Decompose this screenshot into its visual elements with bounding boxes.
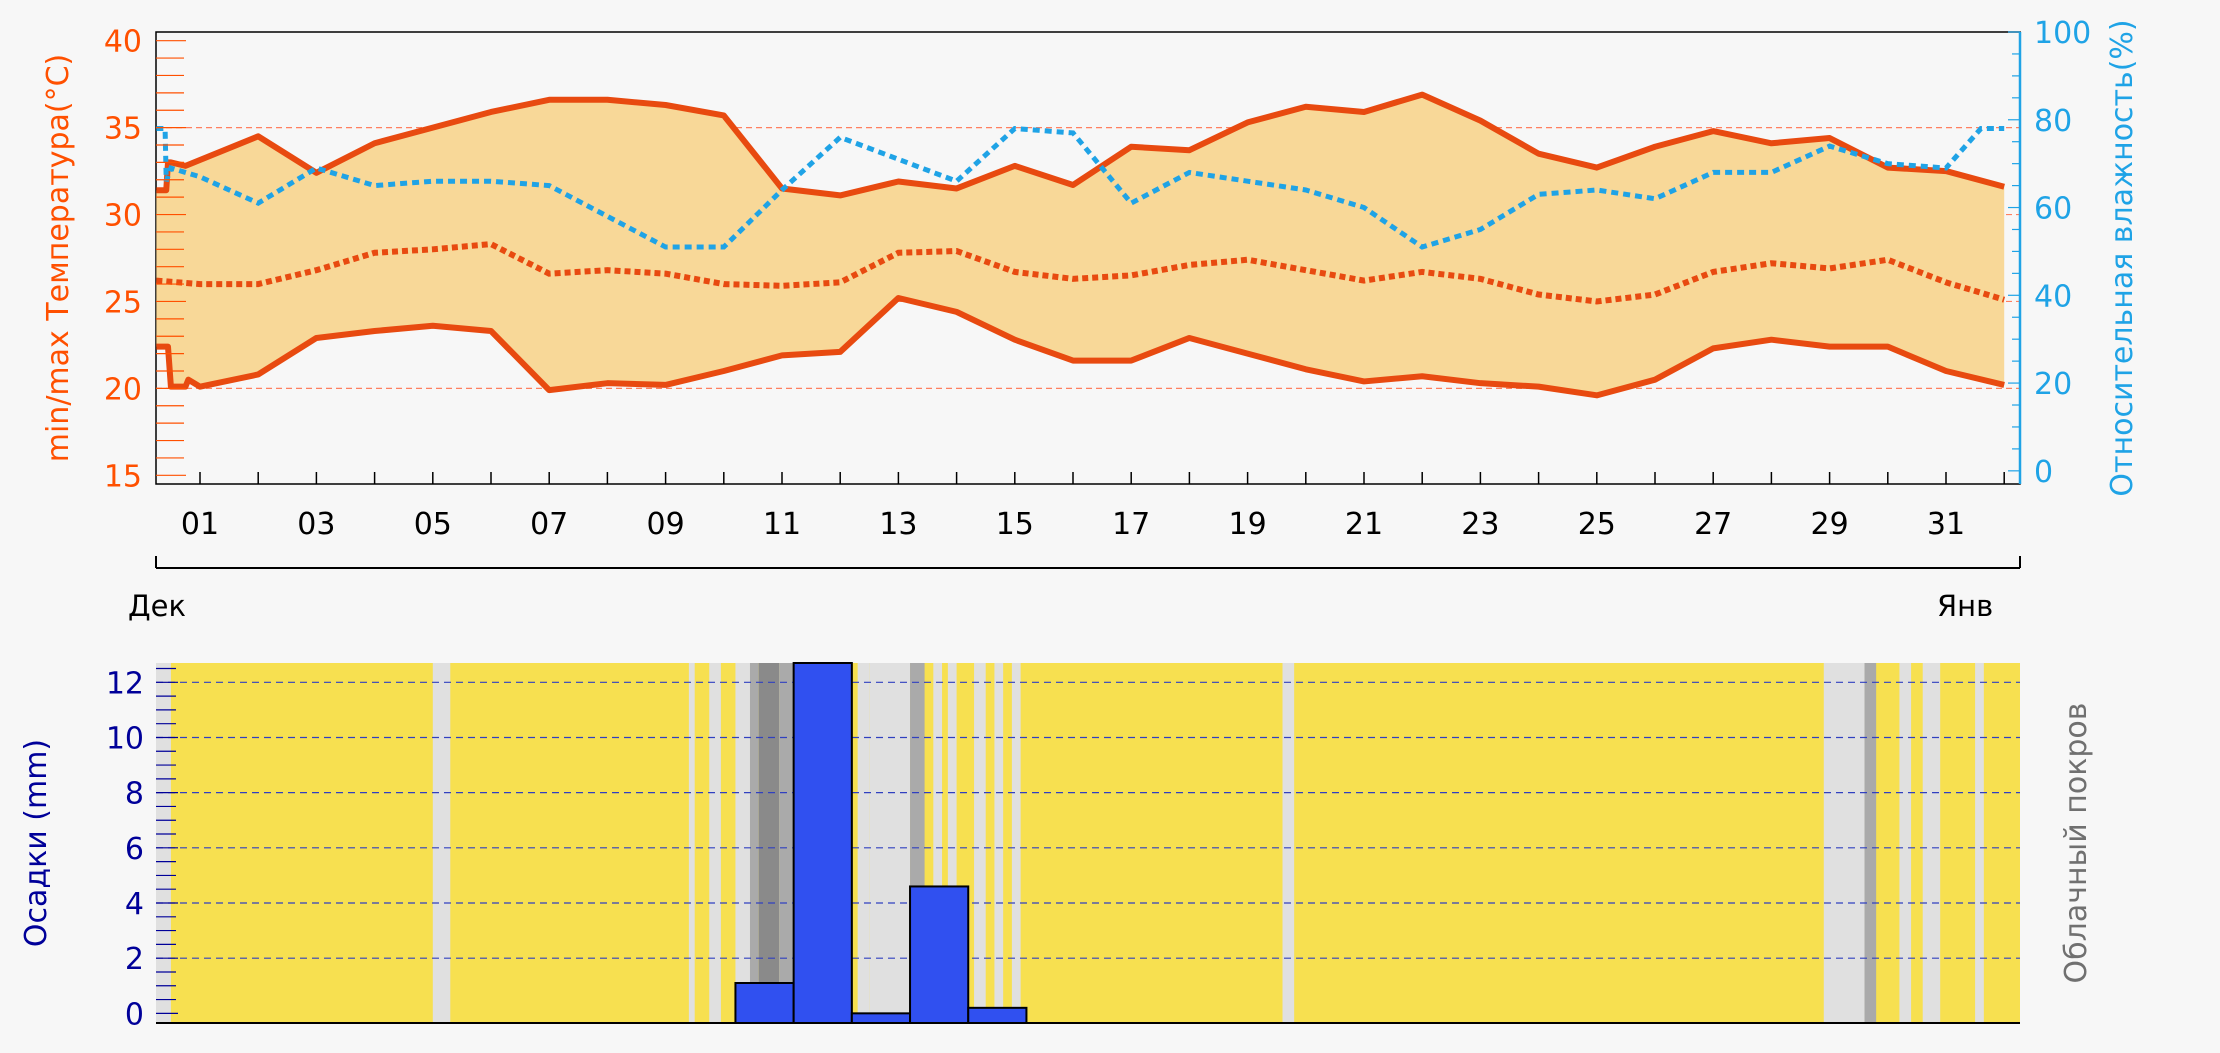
- temperature-range-band: [156, 94, 2005, 396]
- humidity-tick-label: 40: [2034, 279, 2072, 314]
- day-tick-label: 01: [181, 507, 219, 542]
- humidity-tick-label: 60: [2034, 192, 2072, 227]
- humidity-axis-label: Относительная влажность(%): [2105, 19, 2140, 496]
- cloud-cover-band: [857, 663, 870, 1023]
- cloud-cover-band: [749, 663, 759, 1023]
- day-tick-label: 23: [1461, 507, 1499, 542]
- cloud-cover-band: [709, 663, 721, 1023]
- precipitation-bar: [792, 662, 853, 1024]
- cloud-cover-band: [933, 663, 943, 1023]
- cloud-cover-band: [779, 663, 794, 1023]
- day-tick-label: 03: [297, 507, 335, 542]
- precipitation-bar: [967, 1006, 1028, 1024]
- temperature-tick-label: 20: [104, 372, 142, 407]
- day-tick-label: 29: [1811, 507, 1849, 542]
- cloud-cover-band: [869, 663, 911, 1023]
- precipitation-axis: 0 2 4 6 8 10 12: [106, 666, 178, 1032]
- cloud-cover-band: [156, 663, 171, 1023]
- precipitation-bar: [909, 885, 970, 1025]
- month-start-label: Дек: [128, 589, 186, 623]
- temperature-axis: 15 20 25 30 35 40: [104, 25, 186, 494]
- temperature-tick-label: 15: [104, 459, 142, 494]
- cloud-cover-band: [1011, 663, 1021, 1023]
- day-tick-label: 13: [879, 507, 917, 542]
- cloud-cover-band: [947, 663, 957, 1023]
- day-tick-label: 17: [1112, 507, 1150, 542]
- precipitation-bar: [850, 1012, 912, 1025]
- precipitation-tick-label: 2: [125, 942, 144, 977]
- temperature-tick-label: 30: [104, 199, 142, 234]
- day-axis: 01 03 05 07 09 11 13 15 17 19 21 23 25 27 29 31: [181, 472, 2005, 542]
- day-tick-label: 19: [1229, 507, 1267, 542]
- humidity-tick-label: 100: [2034, 16, 2091, 51]
- temperature-tick-label: 40: [104, 25, 142, 60]
- cloud-cover-band: [1823, 663, 1865, 1023]
- precipitation-tick-label: 6: [125, 832, 144, 867]
- cloud-cover-axis-label: Облачный покров: [2059, 703, 2094, 984]
- precipitation-plot-area: [156, 663, 2020, 1023]
- precipitation-tick-label: 4: [125, 887, 144, 922]
- max-temperature-line: [156, 91, 2005, 199]
- cloud-cover-band: [432, 663, 451, 1023]
- cloud-cover-band: [758, 663, 780, 1023]
- humidity-axis: 0 20 40 60 80 100: [2008, 16, 2091, 490]
- temperature-axis-label: min/max Температура(°C): [41, 54, 76, 463]
- day-tick-label: 21: [1345, 507, 1383, 542]
- precipitation-panel: 0 2 4 6 8 10 12 Осадки (mm) Облачный покров: [19, 662, 2094, 1032]
- day-tick-label: 27: [1694, 507, 1732, 542]
- temperature-tick-label: 25: [104, 285, 142, 320]
- temperature-tick-label: 35: [104, 112, 142, 147]
- month-strip: Дек Янв: [128, 556, 2021, 623]
- day-tick-label: 15: [996, 507, 1034, 542]
- day-tick-label: 31: [1927, 507, 1965, 542]
- month-end-label: Янв: [1937, 589, 1993, 623]
- cloud-cover-band: [974, 663, 986, 1023]
- temperature-series: [156, 91, 2006, 399]
- humidity-tick-label: 80: [2034, 104, 2072, 139]
- day-tick-label: 11: [763, 507, 801, 542]
- day-tick-label: 07: [530, 507, 568, 542]
- day-tick-label: 25: [1578, 507, 1616, 542]
- cloud-cover-band: [1975, 663, 1984, 1023]
- humidity-line: [156, 125, 2005, 250]
- mean-temperature-line: [156, 241, 2006, 305]
- precipitation-bars: [734, 662, 1028, 1025]
- humidity-tick-label: 20: [2034, 367, 2072, 402]
- temperature-panel: 15 20 25 30 35 40 0 20 40 60 80 100 01 03 05 07 09 11 13…: [41, 16, 2140, 542]
- precipitation-tick-label: 12: [106, 666, 144, 701]
- humidity-tick-label: 0: [2034, 455, 2053, 490]
- precipitation-grid: [156, 681, 2020, 959]
- cloud-cover-bands: [156, 663, 1984, 1023]
- cloud-cover-band: [1864, 663, 1877, 1023]
- precipitation-bar: [734, 982, 795, 1024]
- precipitation-tick-label: 8: [125, 777, 144, 812]
- day-tick-label: 05: [414, 507, 452, 542]
- day-tick-label: 09: [647, 507, 685, 542]
- precipitation-tick-label: 0: [125, 997, 144, 1032]
- cloud-cover-band: [688, 663, 695, 1023]
- cloud-cover-band: [1922, 663, 1941, 1023]
- cloud-cover-band: [1899, 663, 1912, 1023]
- cloud-cover-band: [1282, 663, 1295, 1023]
- cloud-cover-band: [735, 663, 750, 1023]
- precipitation-axis-label: Осадки (mm): [19, 739, 54, 947]
- cloud-cover-band: [994, 663, 1004, 1023]
- precipitation-tick-label: 10: [106, 721, 144, 756]
- min-temperature-line: [156, 294, 2005, 399]
